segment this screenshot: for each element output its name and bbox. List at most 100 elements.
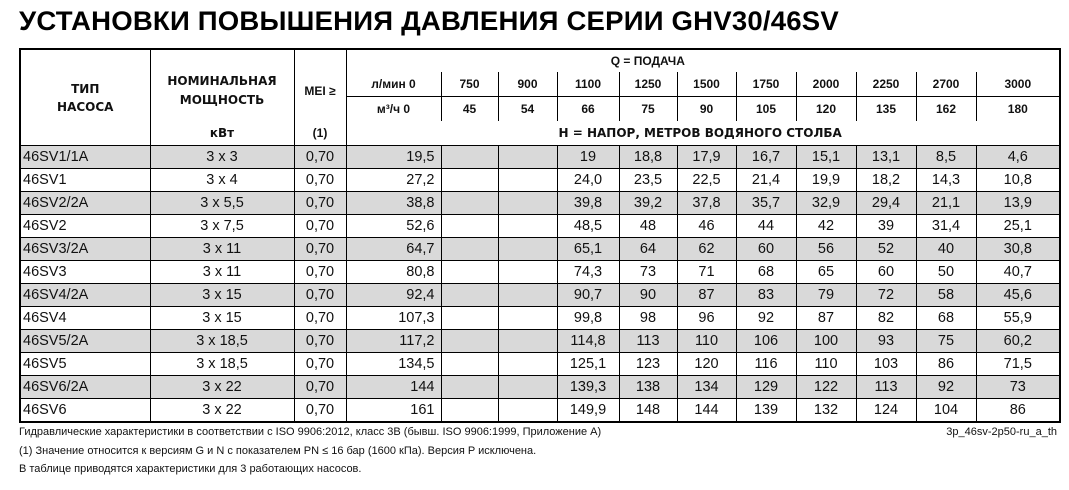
head-value: 42 [795,214,857,238]
table-row: 46SV6 3 x 22 0,70 161 149,9 148 144 139 132 124 10… [19,398,1061,423]
header-m3h-value: 105 [735,96,796,121]
head-value [497,283,558,307]
head-value: 73 [618,260,678,284]
head-value [497,306,558,330]
head-value: 82 [855,306,917,330]
head-value: 87 [795,306,857,330]
head-value [440,398,499,423]
head-value: 100 [795,329,857,353]
table-row: 46SV1 3 x 4 0,70 27,2 24,0 23,5 22,5 21,4 19,9 18… [19,168,1061,192]
head-value [440,375,499,399]
head-value: 27,2 [345,168,442,192]
pump-type: 46SV5/2A [19,329,151,353]
header-type: ТИП НАСОСА [20,49,151,146]
head-value: 114,8 [556,329,620,353]
head-value: 132 [795,398,857,423]
head-value: 134,5 [345,352,442,376]
head-value: 13,1 [855,145,917,169]
header-power-unit: кВт [150,121,295,146]
header-lpm-value: 1250 [618,72,677,97]
head-value [497,237,558,261]
head-value [497,260,558,284]
head-value: 92 [915,375,977,399]
header-m3h-label: м³/ч 0 [376,102,411,116]
head-value: 52 [855,237,917,261]
head-value [440,191,499,215]
head-value: 123 [618,352,678,376]
header-lpm-value: 1500 [676,72,736,97]
head-value: 138 [618,375,678,399]
head-value: 35,7 [735,191,797,215]
head-value: 116 [735,352,797,376]
head-value: 110 [795,352,857,376]
header-lpm-value: 3000 [975,72,1061,97]
head-value [497,375,558,399]
head-value: 80,8 [345,260,442,284]
head-value: 98 [618,306,678,330]
document-code: 3p_46sv-2p50-ru_a_th [946,426,1057,438]
head-value [440,168,499,192]
mei-value: 0,70 [293,306,347,330]
head-value: 24,0 [556,168,620,192]
head-value: 129 [735,375,797,399]
head-value: 86 [915,352,977,376]
pump-type: 46SV6/2A [19,375,151,399]
header-m3h-value: 135 [855,96,916,121]
head-value: 92 [735,306,797,330]
head-value: 64,7 [345,237,442,261]
power-value: 3 x 18,5 [149,352,295,376]
mei-value: 0,70 [293,283,347,307]
head-value: 75 [915,329,977,353]
pump-type: 46SV1/1A [19,145,151,169]
header-power: НОМИНАЛЬНАЯ МОЩНОСТЬ [150,49,295,121]
power-value: 3 x 18,5 [149,329,295,353]
head-value: 99,8 [556,306,620,330]
footnote-pumps: В таблице приводятся характеристики для … [19,463,362,475]
head-value: 37,8 [676,191,737,215]
head-value [440,145,499,169]
header-m3h-value: 162 [915,96,976,121]
head-value: 16,7 [735,145,797,169]
header-m3h-value: 54 [497,96,557,121]
head-value: 4,6 [975,145,1061,169]
head-value: 144 [676,398,737,423]
header-lpm-value: 2700 [915,72,976,97]
head-value: 93 [855,329,917,353]
head-value: 39 [855,214,917,238]
head-value [440,237,499,261]
head-value: 44 [735,214,797,238]
head-value: 40,7 [975,260,1061,284]
head-value: 149,9 [556,398,620,423]
head-value: 64 [618,237,678,261]
head-value [497,398,558,423]
head-value: 113 [855,375,917,399]
head-value: 58 [915,283,977,307]
pump-type: 46SV4/2A [19,283,151,307]
head-value: 31,4 [915,214,977,238]
head-value: 68 [735,260,797,284]
head-value: 110 [676,329,737,353]
head-value: 134 [676,375,737,399]
head-value: 18,8 [618,145,678,169]
power-value: 3 x 3 [149,145,295,169]
head-value: 106 [735,329,797,353]
head-value [497,191,558,215]
pump-type: 46SV5 [19,352,151,376]
head-value: 13,9 [975,191,1061,215]
head-value: 30,8 [975,237,1061,261]
footnote-standard: Гидравлические характеристики в соответс… [19,426,602,438]
head-value: 38,8 [345,191,442,215]
head-value: 23,5 [618,168,678,192]
head-value: 72 [855,283,917,307]
head-value: 125,1 [556,352,620,376]
head-value: 40 [915,237,977,261]
head-value: 87 [676,283,737,307]
head-value [497,168,558,192]
power-value: 3 x 11 [149,237,295,261]
head-value: 8,5 [915,145,977,169]
head-value: 60 [735,237,797,261]
head-value: 71 [676,260,737,284]
head-value: 45,6 [975,283,1061,307]
head-value: 48,5 [556,214,620,238]
head-value: 62 [676,237,737,261]
